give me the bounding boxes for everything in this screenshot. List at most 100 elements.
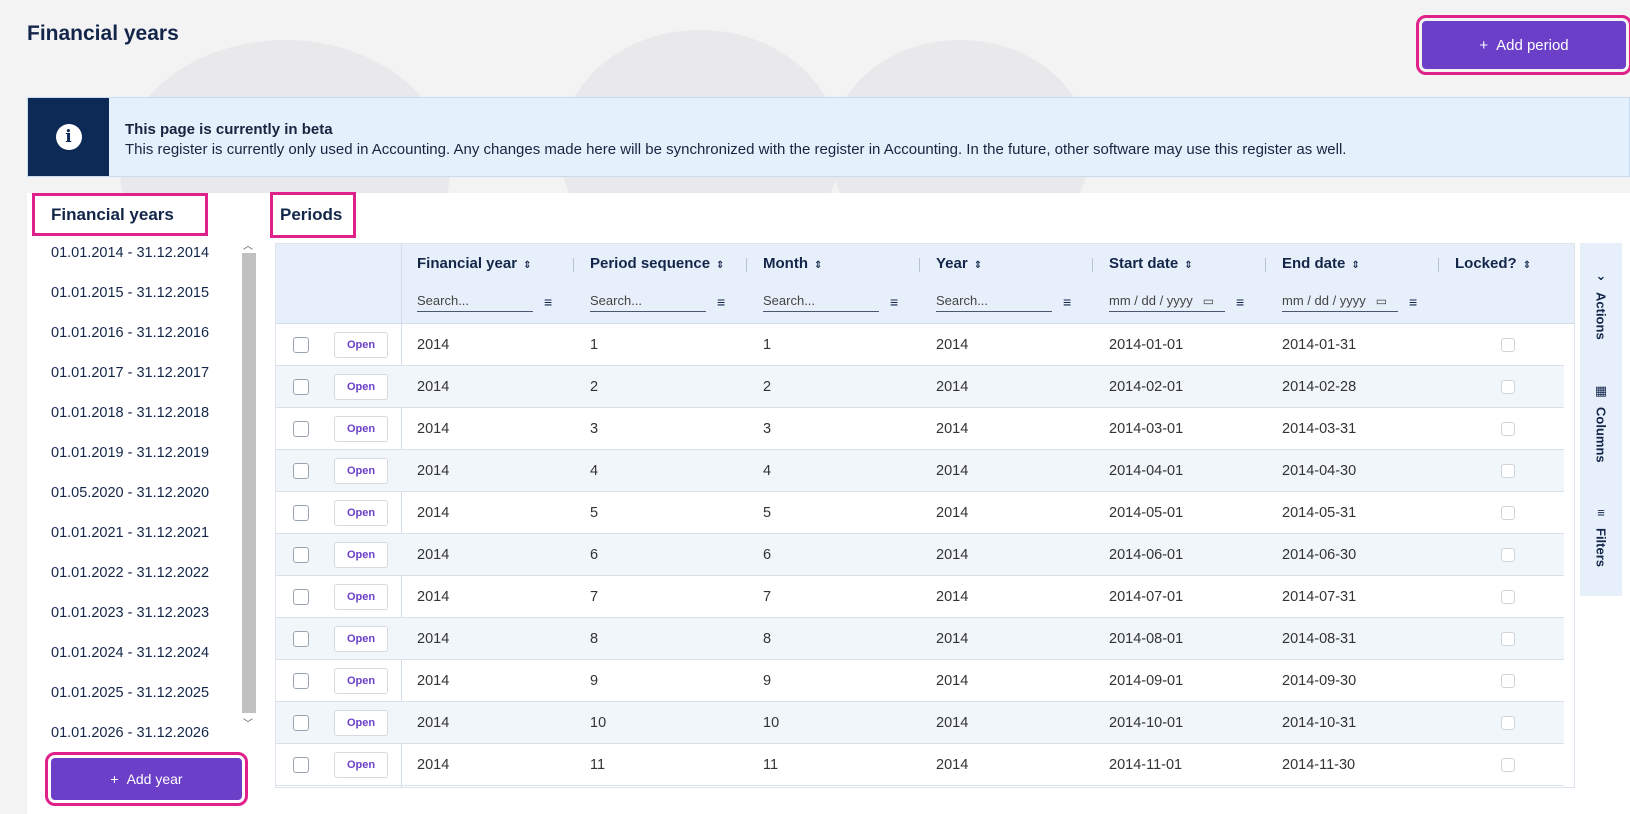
sort-icon[interactable]: ⇕ [523, 260, 532, 271]
table-cell: 2014 [936, 715, 969, 731]
filter-icon[interactable]: ≡ [890, 294, 899, 310]
locked-checkbox[interactable] [1501, 758, 1515, 772]
open-button[interactable]: Open [334, 458, 388, 484]
grid-vertical-scrollbar[interactable]: ︿ ﹀ [1572, 324, 1574, 774]
table-row[interactable]: Open 2014 11 11 2014 2014-11-01 2014-11-30 [276, 744, 1564, 786]
open-button[interactable]: Open [334, 416, 388, 442]
add-year-button[interactable]: + Add year [45, 752, 248, 806]
financial-year-item[interactable]: 01.01.2022 - 31.12.2022 [51, 565, 210, 581]
column-header[interactable]: Year ⇕ Search... ≡ [920, 244, 1093, 324]
table-cell: 5 [590, 505, 599, 521]
column-header[interactable]: Locked? ⇕ [1439, 244, 1564, 324]
table-row[interactable]: Open 2014 9 9 2014 2014-09-01 2014-09-30 [276, 660, 1564, 702]
table-row[interactable]: Open 2014 10 10 2014 2014-10-01 2014-10-31 [276, 702, 1564, 744]
table-row[interactable]: Open 2014 1 1 2014 2014-01-01 2014-01-31 [276, 324, 1564, 366]
filter-icon[interactable]: ≡ [544, 294, 553, 310]
locked-checkbox[interactable] [1501, 590, 1515, 604]
open-button[interactable]: Open [334, 626, 388, 652]
add-period-button[interactable]: + Add period [1416, 15, 1630, 75]
financial-year-item[interactable]: 01.01.2018 - 31.12.2018 [51, 405, 210, 421]
locked-checkbox[interactable] [1501, 716, 1515, 730]
table-row[interactable]: Open 2014 3 3 2014 2014-03-01 2014-03-31 [276, 408, 1564, 450]
row-checkbox[interactable] [293, 589, 309, 605]
filter-icon[interactable]: ≡ [1409, 294, 1418, 310]
locked-checkbox[interactable] [1501, 674, 1515, 688]
table-row[interactable]: Open 2014 2 2 2014 2014-02-01 2014-02-28 [276, 366, 1564, 408]
column-header[interactable]: Month ⇕ Search... ≡ [747, 244, 920, 324]
financial-year-item[interactable]: 01.01.2014 - 31.12.2014 [51, 245, 210, 261]
add-year-label: Add year [126, 771, 183, 787]
search-input[interactable]: Search... [936, 290, 1052, 312]
row-checkbox[interactable] [293, 337, 309, 353]
financial-year-item[interactable]: 01.01.2024 - 31.12.2024 [51, 645, 210, 661]
locked-checkbox[interactable] [1501, 422, 1515, 436]
filter-icon[interactable]: ≡ [1236, 294, 1245, 310]
sort-icon[interactable]: ⇕ [1522, 260, 1532, 271]
row-checkbox[interactable] [293, 673, 309, 689]
side-tool-columns[interactable]: ▦ Columns [1593, 383, 1609, 463]
search-input[interactable]: Search... [763, 290, 879, 312]
locked-checkbox[interactable] [1501, 632, 1515, 646]
sort-icon[interactable]: ⇕ [1351, 260, 1360, 271]
financial-year-item[interactable]: 01.01.2016 - 31.12.2016 [51, 325, 210, 341]
table-row[interactable]: Open 2014 4 4 2014 2014-04-01 2014-04-30 [276, 450, 1564, 492]
year-list-scrollbar[interactable]: ︿ ﹀ [240, 239, 256, 743]
open-button[interactable]: Open [334, 710, 388, 736]
search-input[interactable]: Search... [590, 290, 706, 312]
open-button[interactable]: Open [334, 500, 388, 526]
row-checkbox[interactable] [293, 757, 309, 773]
column-header[interactable]: End date ⇕ mm / dd / yyyy ▭ ≡ [1266, 244, 1439, 324]
row-checkbox[interactable] [293, 505, 309, 521]
periods-grid: Financial year ⇕ Search... ≡ Period sequence… [275, 243, 1575, 788]
locked-checkbox[interactable] [1501, 464, 1515, 478]
financial-year-item[interactable]: 01.01.2021 - 31.12.2021 [51, 525, 210, 541]
locked-checkbox[interactable] [1501, 338, 1515, 352]
row-checkbox[interactable] [293, 547, 309, 563]
filter-icon[interactable]: ≡ [1063, 294, 1072, 310]
row-checkbox[interactable] [293, 631, 309, 647]
column-header[interactable]: Financial year ⇕ Search... ≡ [401, 244, 574, 324]
sort-icon[interactable]: ⇕ [973, 260, 983, 271]
sort-icon[interactable]: ⇕ [813, 260, 823, 271]
row-checkbox[interactable] [293, 379, 309, 395]
table-cell: 2014 [936, 463, 969, 479]
date-filter-input[interactable]: mm / dd / yyyy ▭ [1109, 290, 1225, 312]
calendar-icon[interactable]: ▭ [1202, 294, 1215, 308]
financial-year-item[interactable]: 01.01.2025 - 31.12.2025 [51, 685, 210, 701]
side-tool-actions[interactable]: ⌄ Actions [1593, 268, 1609, 340]
side-tool-filters[interactable]: ≡ Filters [1593, 505, 1609, 568]
open-button[interactable]: Open [334, 374, 388, 400]
open-button[interactable]: Open [334, 752, 388, 778]
table-row[interactable]: Open 2014 5 5 2014 2014-05-01 2014-05-31 [276, 492, 1564, 534]
table-row[interactable]: Open 2014 6 6 2014 2014-06-01 2014-06-30 [276, 534, 1564, 576]
financial-year-item[interactable]: 01.01.2023 - 31.12.2023 [51, 605, 210, 621]
financial-year-item[interactable]: 01.01.2015 - 31.12.2015 [51, 285, 210, 301]
locked-checkbox[interactable] [1501, 380, 1515, 394]
row-checkbox[interactable] [293, 715, 309, 731]
financial-year-item[interactable]: 01.01.2019 - 31.12.2019 [51, 445, 210, 461]
sort-icon[interactable]: ⇕ [716, 260, 725, 271]
row-checkbox[interactable] [293, 421, 309, 437]
table-row[interactable]: Open 2014 8 8 2014 2014-08-01 2014-08-31 [276, 618, 1564, 660]
locked-checkbox[interactable] [1501, 506, 1515, 520]
open-button[interactable]: Open [334, 584, 388, 610]
date-filter-input[interactable]: mm / dd / yyyy ▭ [1282, 290, 1398, 312]
row-checkbox[interactable] [293, 463, 309, 479]
calendar-icon[interactable]: ▭ [1375, 294, 1388, 308]
financial-year-item[interactable]: 01.01.2026 - 31.12.2026 [51, 725, 210, 741]
financial-year-item[interactable]: 01.05.2020 - 31.12.2020 [51, 485, 210, 501]
open-button[interactable]: Open [334, 668, 388, 694]
search-input[interactable]: Search... [417, 290, 533, 312]
filter-icon[interactable]: ≡ [717, 294, 726, 310]
column-header[interactable]: Start date ⇕ mm / dd / yyyy ▭ ≡ [1093, 244, 1266, 324]
table-row[interactable]: Open 2014 7 7 2014 2014-07-01 2014-07-31 [276, 576, 1564, 618]
financial-year-item[interactable]: 01.01.2017 - 31.12.2017 [51, 365, 210, 381]
column-header[interactable]: Period sequence ⇕ Search... ≡ [574, 244, 747, 324]
scroll-up-icon[interactable]: ︿ [243, 241, 253, 252]
open-button[interactable]: Open [334, 542, 388, 568]
locked-checkbox[interactable] [1501, 548, 1515, 562]
table-cell: 10 [763, 715, 780, 731]
sort-icon[interactable]: ⇕ [1184, 260, 1193, 271]
scroll-down-icon[interactable]: ﹀ [243, 719, 253, 730]
open-button[interactable]: Open [334, 332, 388, 358]
